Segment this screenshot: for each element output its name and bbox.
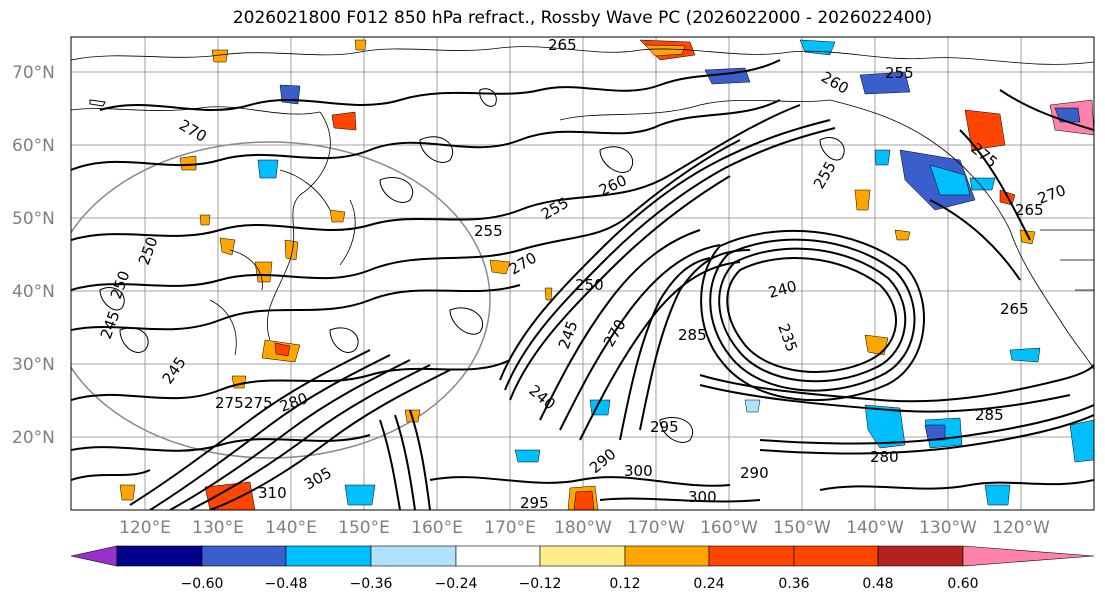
colorbar-ticks: −0.60 −0.48 −0.36 −0.24 −0.12 0.12 0.24 …	[181, 576, 979, 592]
lat-label-60n: 60°N	[12, 136, 55, 156]
colorbar-tick-label: 0.60	[947, 576, 978, 592]
colorbar	[70, 545, 1095, 567]
colorbar-tick-label: 0.48	[862, 576, 893, 592]
lon-label: 120°E	[119, 518, 171, 538]
lon-label: 130°E	[192, 518, 244, 538]
lon-label: 150°E	[338, 518, 390, 538]
colorbar-segment	[455, 545, 541, 567]
contour-label: 300	[688, 488, 717, 506]
colorbar-segment	[285, 545, 372, 567]
contour-label: 265	[1015, 201, 1044, 219]
lat-label-70n: 70°N	[12, 63, 55, 83]
lon-label: 170°E	[484, 518, 536, 538]
lon-label: 140°E	[265, 518, 317, 538]
map-title: 2026021800 F012 850 hPa refract., Rossby…	[232, 8, 933, 28]
lon-label: 180°W	[554, 518, 612, 538]
contour-label: 280	[870, 448, 899, 466]
lat-label-50n: 50°N	[12, 209, 55, 229]
contour-label: 290	[740, 464, 769, 482]
latitude-labels: 70°N 60°N 50°N 40°N 30°N 20°N	[12, 63, 55, 448]
colorbar-left-arrow	[70, 545, 118, 567]
longitude-labels: 120°E 130°E 140°E 150°E 160°E 170°E 180°…	[119, 518, 1050, 538]
colorbar-tick-label: −0.12	[519, 576, 562, 592]
lon-label: 120°W	[992, 518, 1050, 538]
colorbar-tick-label: −0.60	[181, 576, 224, 592]
contour-label: 255	[474, 222, 503, 240]
minor-contours	[89, 88, 845, 443]
colorbar-segment	[539, 545, 626, 567]
colorbar-tick-label: −0.48	[265, 576, 308, 592]
contour-label: 265	[548, 36, 577, 54]
coastlines	[71, 46, 1094, 371]
colorbar-segment	[793, 545, 879, 567]
lon-label: 150°W	[773, 518, 831, 538]
colorbar-tick-label: 0.36	[778, 576, 809, 592]
colorbar-segment	[370, 545, 457, 567]
map-panel: 265 260 255 270 275 260 255 255 265 255 …	[71, 36, 1094, 512]
contour-label: 285	[975, 406, 1004, 424]
contour-label: 300	[624, 462, 653, 480]
contour-label: 310	[258, 484, 287, 502]
contour-label: 255	[885, 64, 914, 82]
lat-label-30n: 30°N	[12, 355, 55, 375]
lat-label-40n: 40°N	[12, 282, 55, 302]
shaded-patches	[119, 39, 1094, 510]
colorbar-segment	[877, 545, 964, 567]
colorbar-right-arrow	[962, 545, 1095, 567]
lon-label: 160°W	[700, 518, 758, 538]
contour-label: 275	[215, 394, 244, 412]
colorbar-tick-label: 0.24	[693, 576, 724, 592]
contour-label: 295	[520, 494, 549, 512]
colorbar-tick-label: −0.36	[350, 576, 393, 592]
contour-label: 295	[650, 418, 679, 436]
map-frame	[70, 36, 1095, 511]
colorbar-tick-label: 0.12	[609, 576, 640, 592]
lon-label: 130°W	[919, 518, 977, 538]
colorbar-segment	[624, 545, 710, 567]
colorbar-tick-label: −0.24	[435, 576, 478, 592]
colorbar-segment	[201, 545, 287, 567]
contour-label: 265	[1000, 300, 1029, 318]
colorbar-segment	[116, 545, 203, 567]
contour-label: 275	[244, 394, 273, 412]
lon-label: 160°E	[411, 518, 463, 538]
contour-label: 285	[678, 326, 707, 344]
region-circle	[71, 141, 491, 459]
contour-label: 250	[575, 276, 604, 294]
lat-label-20n: 20°N	[12, 428, 55, 448]
contour-lines	[71, 59, 1094, 510]
lon-label: 170°W	[627, 518, 685, 538]
lon-label: 140°W	[846, 518, 904, 538]
colorbar-segment	[708, 545, 795, 567]
